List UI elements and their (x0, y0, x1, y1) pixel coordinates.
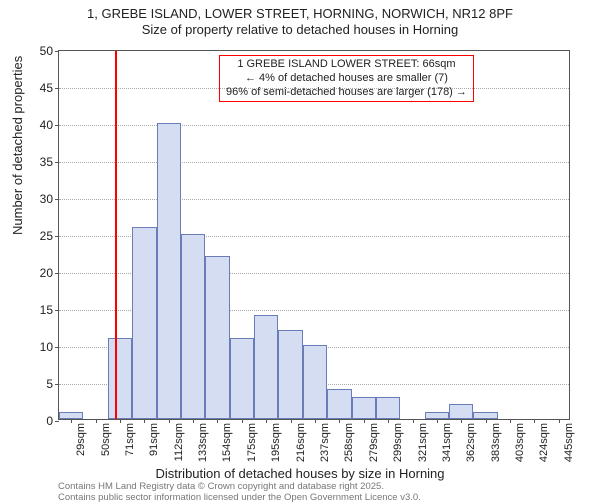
histogram-bar (254, 315, 278, 419)
x-tick-label: 50sqm (100, 423, 112, 456)
x-tick-label: 424sqm (538, 423, 550, 462)
footer-line-2: Contains public sector information licen… (58, 493, 421, 504)
histogram-bar (181, 234, 205, 419)
y-tick-mark (55, 347, 59, 348)
y-tick-label: 50 (40, 44, 53, 58)
gridline (59, 162, 569, 163)
y-tick-mark (55, 421, 59, 422)
x-tick-label: 321sqm (417, 423, 429, 462)
x-tick-mark (169, 419, 170, 423)
x-tick-mark (364, 419, 365, 423)
x-tick-label: 133sqm (197, 423, 209, 462)
histogram-bar (278, 330, 302, 419)
x-tick-mark (193, 419, 194, 423)
x-tick-label: 299sqm (392, 423, 404, 462)
x-tick-label: 154sqm (221, 423, 233, 462)
x-tick-mark (437, 419, 438, 423)
x-tick-mark (71, 419, 72, 423)
x-tick-label: 175sqm (246, 423, 258, 462)
x-tick-mark (486, 419, 487, 423)
x-tick-mark (217, 419, 218, 423)
chart-area: 0510152025303540455029sqm50sqm71sqm91sqm… (58, 50, 570, 420)
info-line: 96% of semi-detached houses are larger (… (226, 86, 467, 100)
footer-text: Contains HM Land Registry data © Crown c… (58, 482, 421, 504)
x-tick-label: 195sqm (270, 423, 282, 462)
x-tick-label: 258sqm (343, 423, 355, 462)
x-tick-mark (461, 419, 462, 423)
histogram-bar (205, 256, 229, 419)
gridline (59, 125, 569, 126)
gridline (59, 199, 569, 200)
x-tick-mark (510, 419, 511, 423)
y-tick-mark (55, 273, 59, 274)
histogram-bar (449, 404, 473, 419)
x-tick-mark (315, 419, 316, 423)
info-line: 1 GREBE ISLAND LOWER STREET: 66sqm (226, 58, 467, 72)
info-box: 1 GREBE ISLAND LOWER STREET: 66sqm← 4% o… (219, 55, 474, 102)
x-tick-label: 383sqm (490, 423, 502, 462)
y-tick-mark (55, 236, 59, 237)
x-tick-mark (242, 419, 243, 423)
reference-line (115, 51, 117, 419)
x-tick-mark (291, 419, 292, 423)
x-axis-label: Distribution of detached houses by size … (0, 466, 600, 481)
y-tick-mark (55, 125, 59, 126)
x-tick-mark (339, 419, 340, 423)
x-tick-mark (534, 419, 535, 423)
y-axis-label: Number of detached properties (10, 56, 25, 235)
y-tick-mark (55, 88, 59, 89)
y-tick-label: 5 (46, 377, 53, 391)
histogram-bar (59, 412, 83, 419)
histogram-bar (376, 397, 400, 419)
x-tick-label: 112sqm (173, 423, 185, 461)
y-tick-mark (55, 162, 59, 163)
histogram-bar (425, 412, 449, 419)
histogram-bar (230, 338, 254, 419)
y-tick-label: 35 (40, 155, 53, 169)
histogram-bar (157, 123, 181, 419)
x-tick-label: 237sqm (319, 423, 331, 462)
x-tick-mark (388, 419, 389, 423)
histogram-bar (327, 389, 351, 419)
histogram-bar (473, 412, 497, 419)
y-tick-label: 30 (40, 192, 53, 206)
histogram-bar (132, 227, 156, 419)
x-tick-label: 403sqm (514, 423, 526, 462)
x-tick-mark (144, 419, 145, 423)
title-line-1: 1, GREBE ISLAND, LOWER STREET, HORNING, … (0, 0, 600, 21)
histogram-bar (108, 338, 132, 419)
x-tick-mark (120, 419, 121, 423)
plot-region: 0510152025303540455029sqm50sqm71sqm91sqm… (58, 50, 570, 420)
x-tick-label: 341sqm (441, 423, 453, 462)
x-tick-label: 216sqm (295, 423, 307, 462)
x-tick-mark (96, 419, 97, 423)
y-tick-mark (55, 310, 59, 311)
x-tick-label: 71sqm (124, 423, 136, 456)
y-tick-label: 15 (40, 303, 53, 317)
x-tick-mark (413, 419, 414, 423)
x-tick-label: 91sqm (148, 423, 160, 456)
x-tick-label: 362sqm (465, 423, 477, 462)
y-tick-label: 40 (40, 118, 53, 132)
x-tick-label: 29sqm (75, 423, 87, 456)
y-tick-mark (55, 384, 59, 385)
y-tick-mark (55, 51, 59, 52)
y-tick-label: 0 (46, 414, 53, 428)
x-tick-label: 445sqm (563, 423, 575, 462)
title-line-2: Size of property relative to detached ho… (0, 21, 600, 37)
y-tick-mark (55, 199, 59, 200)
chart-container: 1, GREBE ISLAND, LOWER STREET, HORNING, … (0, 0, 600, 500)
y-tick-label: 45 (40, 81, 53, 95)
y-tick-label: 10 (40, 340, 53, 354)
x-tick-mark (559, 419, 560, 423)
y-tick-label: 25 (40, 229, 53, 243)
y-tick-label: 20 (40, 266, 53, 280)
x-tick-mark (266, 419, 267, 423)
histogram-bar (352, 397, 376, 419)
x-tick-label: 279sqm (368, 423, 380, 462)
histogram-bar (303, 345, 327, 419)
info-line: ← 4% of detached houses are smaller (7) (226, 72, 467, 86)
